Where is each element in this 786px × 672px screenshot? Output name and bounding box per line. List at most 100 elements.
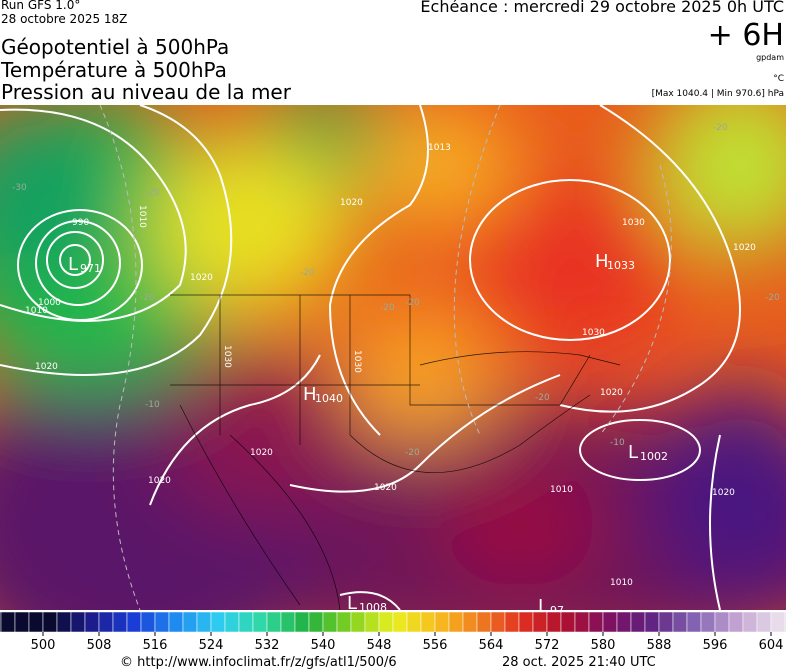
isobar-label: 1020 [712, 488, 735, 498]
isobar-label: 1020 [35, 362, 58, 372]
colorbar-swatch [742, 611, 758, 633]
colorbar-label: 596 [703, 638, 728, 653]
colorbar: 500 508 516 524 532 540 548 556 564 572 580 588 596 6… [0, 611, 786, 653]
center-letter: H [303, 384, 317, 405]
colorbar-swatch [98, 611, 114, 633]
colorbar-label: 556 [423, 638, 448, 653]
colorbar-swatch [658, 611, 674, 633]
colorbar-label: 572 [535, 638, 560, 653]
lead-time: + 6H [707, 18, 784, 53]
colorbar-swatch [420, 611, 436, 633]
colorbar-swatch [70, 611, 86, 633]
colorbar-swatch [364, 611, 380, 633]
colorbar-swatch [56, 611, 72, 633]
colorbar-label: 508 [87, 638, 112, 653]
colorbar-swatch [490, 611, 506, 633]
colorbar-swatch [602, 611, 618, 633]
colorbar-swatch [28, 611, 44, 633]
isobar-label: 1010 [610, 578, 633, 588]
title: Géopotentiel à 500hPa [1, 35, 230, 59]
isobar-label: 1020 [190, 273, 213, 283]
temperature-label: -20 [765, 293, 780, 303]
colorbar-swatch [728, 611, 744, 633]
colorbar-label: 500 [31, 638, 56, 653]
colorbar-swatch [434, 611, 450, 633]
colorbar-swatch [168, 611, 184, 633]
temperature-label: -20 [405, 448, 420, 458]
colorbar-swatch [546, 611, 562, 633]
colorbar-swatch [126, 611, 142, 633]
colorbar-swatch [574, 611, 590, 633]
center-value: 1040 [315, 392, 343, 405]
isobar-label: 1000 [38, 298, 61, 308]
footer-time: 28 oct. 2025 21:40 UTC [502, 655, 656, 670]
colorbar-swatch [280, 611, 296, 633]
temperature-label: -20 [140, 293, 155, 303]
echeance: Echéance : mercredi 29 octobre 2025 0h U… [420, 0, 784, 16]
isobar-label: 1020 [600, 388, 623, 398]
colorbar-swatch [630, 611, 646, 633]
center-letter: H [595, 251, 609, 272]
colorbar-swatch [644, 611, 660, 633]
colorbar-swatch [378, 611, 394, 633]
temperature-label: -20 [535, 393, 550, 403]
temperature-label: -20 [300, 268, 315, 278]
footer-url: © http://www.infoclimat.fr/z/gfs/atl1/50… [120, 655, 397, 670]
temperature-label: -10 [145, 400, 160, 410]
isobar-label: 1030 [352, 350, 362, 373]
colorbar-swatch [224, 611, 240, 633]
isobar-label: 1010 [137, 205, 147, 228]
colorbar-swatch [448, 611, 464, 633]
isobar-label: 1020 [250, 448, 273, 458]
center-value: 971 [80, 262, 101, 275]
colorbar-swatch [462, 611, 478, 633]
isobar-label: 1020 [340, 198, 363, 208]
title: Pression au niveau de la mer [1, 80, 291, 104]
center-value: 1002 [640, 450, 668, 463]
center-value: 1033 [607, 259, 635, 272]
isobar-label: 1020 [148, 476, 171, 486]
colorbar-swatch [406, 611, 422, 633]
isobar-label: 1030 [582, 328, 605, 338]
center-letter: L [628, 442, 638, 463]
colorbar-swatch [0, 611, 16, 633]
colorbar-swatch [336, 611, 352, 633]
temperature-label: -20 [405, 298, 420, 308]
colorbar-swatch [700, 611, 716, 633]
colorbar-label: 604 [759, 638, 784, 653]
isobar-label: 1030 [622, 218, 645, 228]
isobar-label: 1010 [550, 485, 573, 495]
colorbar-label: 548 [367, 638, 392, 653]
colorbar-swatch [504, 611, 520, 633]
isobar-label: 1020 [733, 243, 756, 253]
colorbar-swatch [532, 611, 548, 633]
colorbar-swatch [154, 611, 170, 633]
colorbar-swatch [140, 611, 156, 633]
colorbar-label: 524 [199, 638, 224, 653]
colorbar-swatch [308, 611, 324, 633]
colorbar-label: 540 [311, 638, 336, 653]
temperature-label: -20 [713, 123, 728, 133]
colorbar-swatch [294, 611, 310, 633]
colorbar-swatch [518, 611, 534, 633]
colorbar-label: 532 [255, 638, 280, 653]
colorbar-swatch [322, 611, 338, 633]
colorbar-swatch [14, 611, 30, 633]
colorbar-swatch [770, 611, 786, 633]
isobar-label: 1030 [222, 345, 232, 368]
colorbar-label: 588 [647, 638, 672, 653]
center-letter: L [68, 254, 78, 275]
run: Run GFS 1.0° [1, 0, 81, 12]
center-value: 1008 [359, 601, 387, 610]
run-date: 28 octobre 2025 18Z [1, 12, 128, 26]
center-value: 97 [550, 604, 564, 610]
pressure-range: [Max 1040.4 | Min 970.6] hPa [651, 89, 784, 99]
colorbar-swatch [84, 611, 100, 633]
colorbar-swatch [686, 611, 702, 633]
colorbar-swatch [616, 611, 632, 633]
colorbar-swatch [588, 611, 604, 633]
title: Température à 500hPa [1, 58, 227, 82]
colorbar-swatch [350, 611, 366, 633]
colorbar-swatch [238, 611, 254, 633]
